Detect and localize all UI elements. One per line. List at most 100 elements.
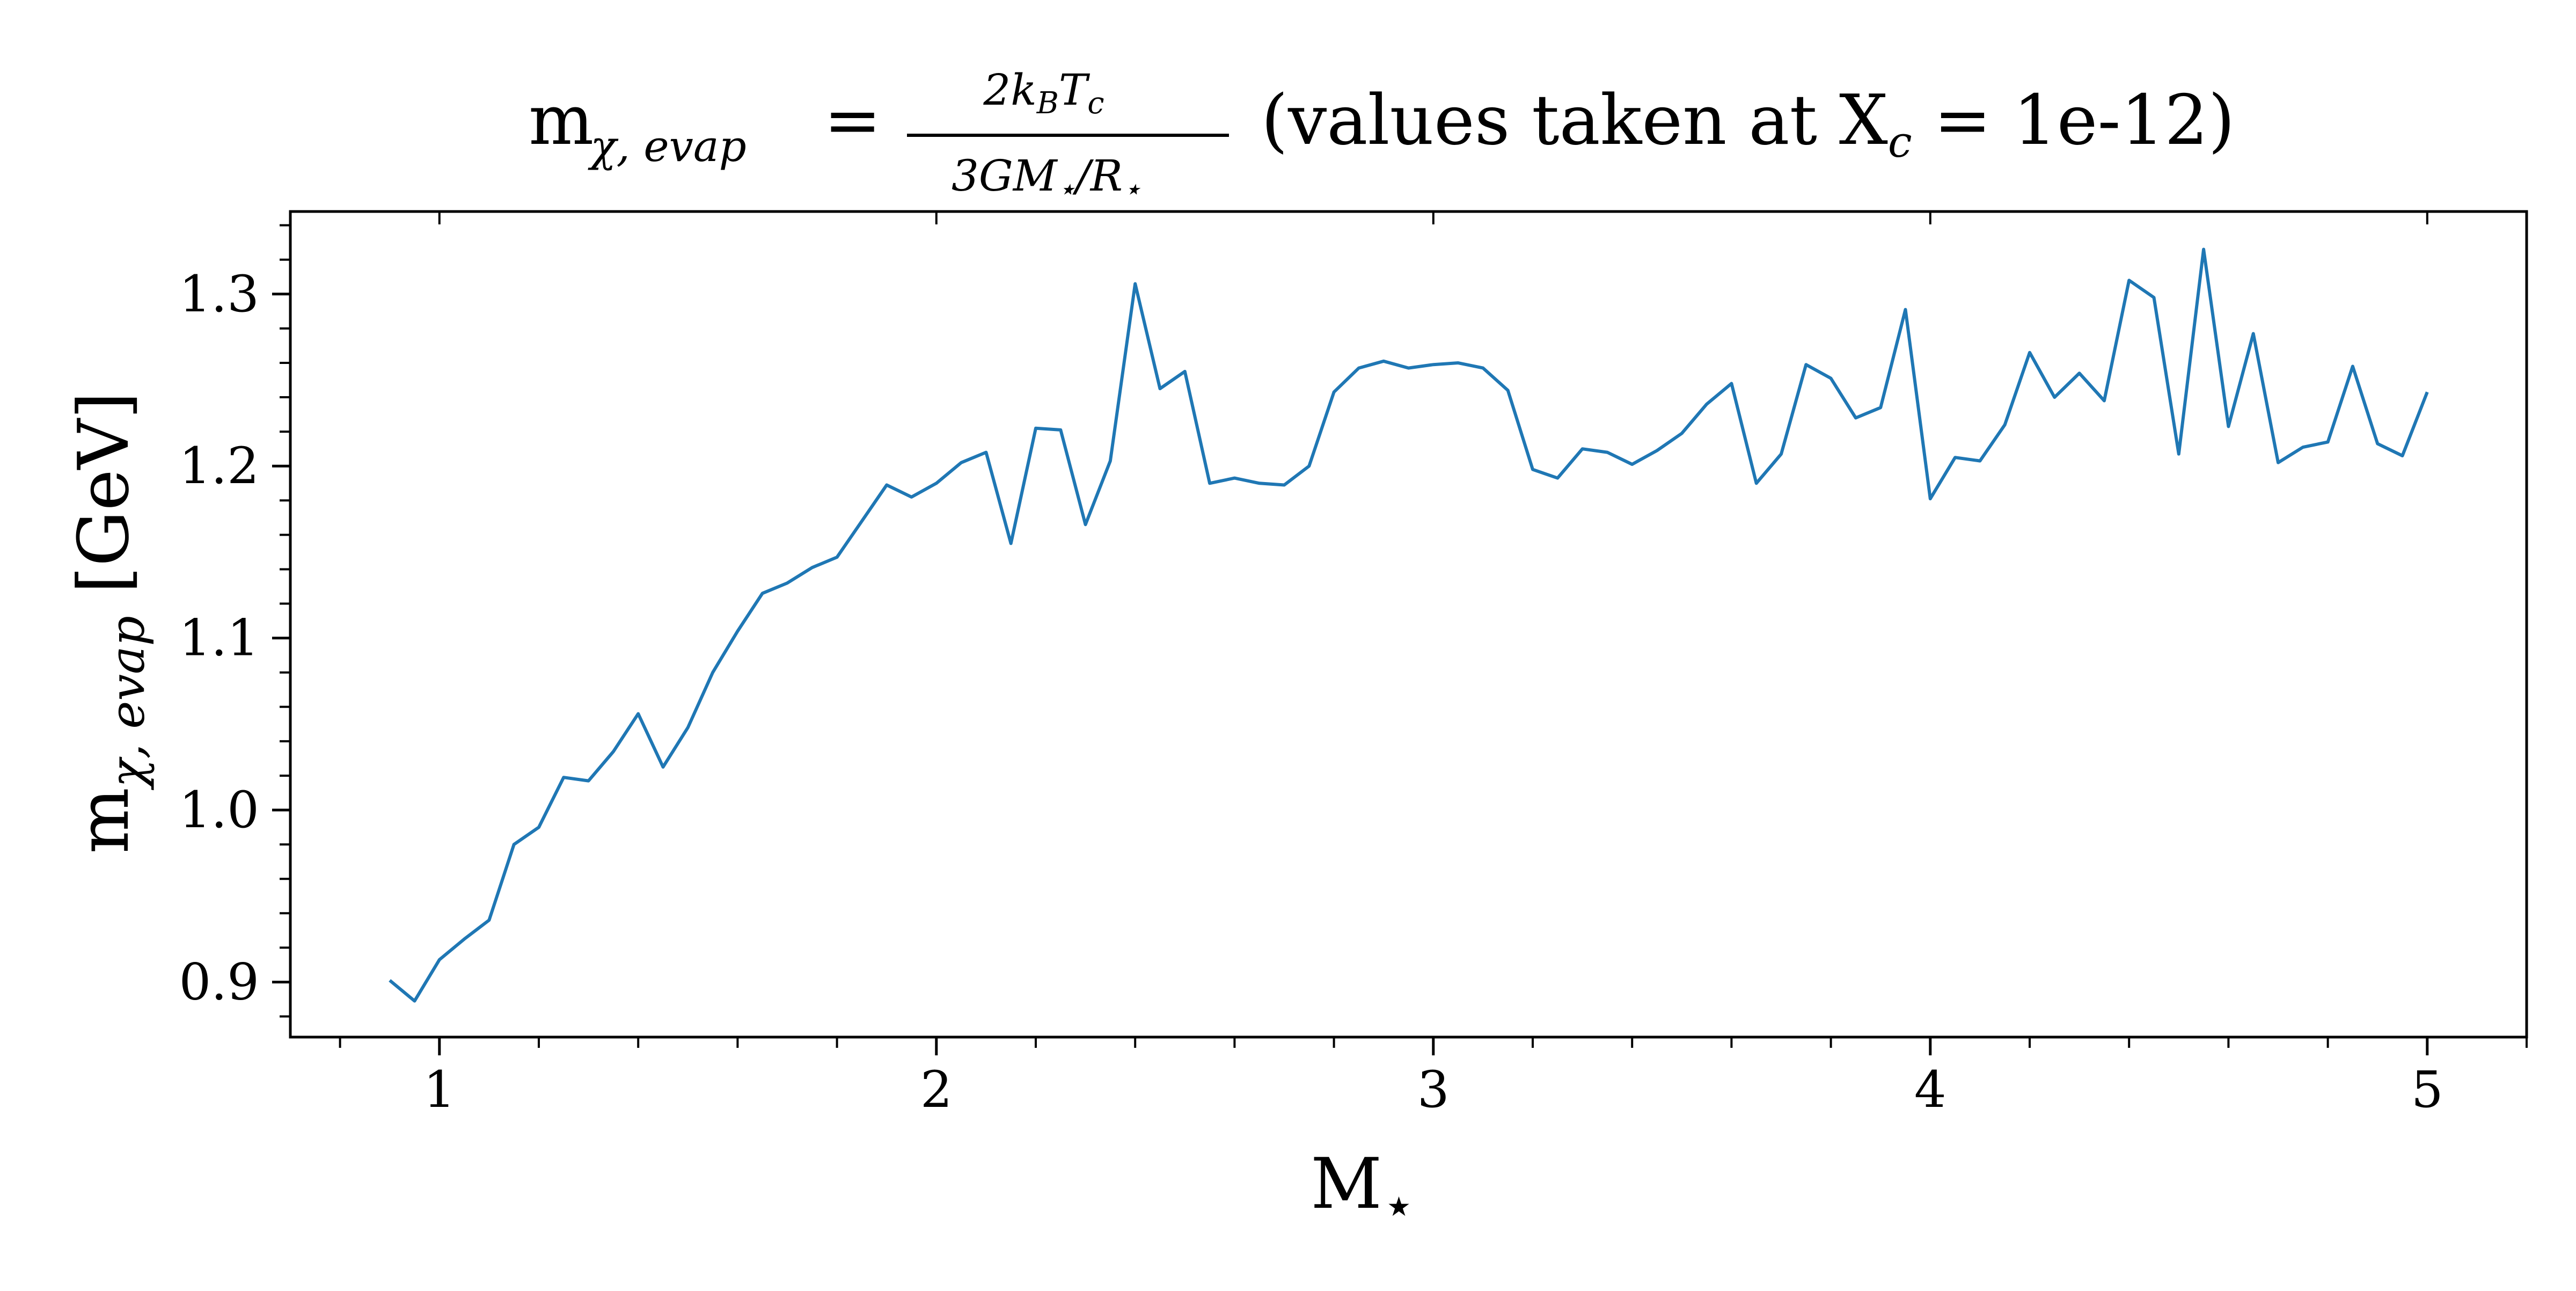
data-point: [1382, 360, 1385, 363]
data-point: [786, 581, 789, 585]
x-tick-label: 2: [920, 1061, 953, 1119]
series-line: [389, 247, 2429, 1003]
data-point: [2202, 248, 2205, 251]
data-point: [487, 918, 491, 922]
y-tick-label: 1.0: [179, 781, 260, 840]
data-point: [1233, 477, 1236, 480]
data-point: [513, 843, 516, 846]
data-point: [1133, 282, 1137, 286]
data-point: [860, 520, 863, 523]
data-point: [2301, 446, 2304, 449]
data-point: [1307, 464, 1311, 468]
data-point: [1034, 427, 1037, 430]
data-point: [2127, 279, 2131, 282]
data-point: [935, 482, 938, 485]
data-point: [2252, 332, 2255, 335]
data-point: [2003, 423, 2007, 426]
data-point: [1407, 367, 1410, 370]
data-point: [1755, 482, 1758, 485]
title-numerator: 2kBTc: [983, 65, 1104, 121]
data-point: [2401, 454, 2404, 457]
y-axis-ticks: [272, 224, 290, 1018]
data-point: [960, 461, 963, 464]
data-point: [438, 958, 441, 961]
data-point: [1879, 406, 1882, 409]
data-point: [1283, 484, 1286, 487]
y-axis-tick-labels: 0.9 1.0 1.1 1.2 1.3: [179, 265, 260, 1012]
data-point: [1656, 449, 1659, 452]
x-axis-tick-labels: 1 2 3 4 5: [423, 1061, 2443, 1119]
title-lhs-sub: χ, evap: [588, 121, 747, 171]
title-equals: =: [824, 81, 881, 161]
y-tick-label: 1.1: [179, 609, 260, 668]
data-point: [1829, 377, 1833, 380]
data-point: [1159, 387, 1162, 390]
data-point: [388, 979, 391, 982]
title-suffix: (values taken at Xc = 1e-12): [1261, 81, 2235, 167]
data-point: [1556, 477, 1559, 480]
data-point: [1953, 456, 1957, 459]
data-point: [1680, 432, 1684, 435]
y-tick-label: 1.3: [179, 265, 260, 324]
data-point: [1109, 459, 1112, 463]
data-point: [836, 556, 839, 559]
data-point: [1705, 403, 1708, 406]
data-point: [1506, 389, 1510, 392]
data-point: [1581, 447, 1584, 450]
title-denominator: 3GM⋆/R⋆: [952, 151, 1141, 207]
data-point: [1929, 497, 1932, 500]
data-point: [1333, 390, 1336, 393]
data-point: [2028, 351, 2031, 354]
svg-text:mχ, evap [GeV]: mχ, evap [GeV]: [63, 392, 155, 854]
data-point: [1531, 468, 1534, 471]
data-point: [1904, 308, 1907, 311]
data-point: [2103, 399, 2106, 403]
data-point: [1606, 451, 1609, 454]
x-tick-label: 1: [423, 1061, 456, 1119]
data-point: [562, 776, 565, 779]
data-point: [761, 592, 764, 595]
data-point: [810, 566, 814, 569]
x-tick-label: 5: [2411, 1061, 2443, 1119]
data-point: [2053, 396, 2056, 399]
data-point: [711, 671, 714, 674]
y-axis-label: mχ, evap [GeV]: [63, 392, 155, 854]
data-point: [1357, 367, 1360, 370]
data-point: [910, 495, 913, 499]
data-point: [1730, 382, 1733, 385]
data-point: [686, 726, 690, 729]
y-tick-label: 1.2: [179, 437, 260, 495]
data-point: [1481, 367, 1484, 370]
plot-frame: [289, 210, 2528, 1039]
data-point: [537, 826, 540, 829]
data-point: [1208, 482, 1211, 485]
data-point: [636, 712, 640, 716]
data-point: [2426, 390, 2429, 393]
data-point: [736, 630, 739, 633]
data-point: [1457, 361, 1460, 364]
data-point: [2351, 364, 2354, 368]
data-point: [2376, 442, 2379, 446]
data-point: [1978, 459, 1981, 463]
x-tick-label: 4: [1914, 1061, 1946, 1119]
data-point: [2153, 296, 2156, 299]
data-point: [2277, 461, 2280, 464]
data-point: [463, 937, 466, 940]
data-point: [984, 451, 987, 454]
x-axis-label: M⋆: [1311, 1143, 1416, 1237]
data-point: [1059, 428, 1062, 432]
data-point: [1432, 363, 1435, 366]
data-point: [2177, 453, 2180, 456]
data-point: [587, 779, 590, 783]
x-axis-ticks: [339, 211, 2528, 1055]
x-tick-label: 3: [1417, 1061, 1450, 1119]
y-tick-label: 0.9: [179, 953, 260, 1011]
data-point: [1084, 523, 1087, 526]
data-point: [1630, 463, 1634, 466]
data-point: [1258, 482, 1261, 485]
data-point: [1009, 542, 1013, 545]
data-point: [612, 750, 615, 753]
data-point: [662, 765, 665, 769]
